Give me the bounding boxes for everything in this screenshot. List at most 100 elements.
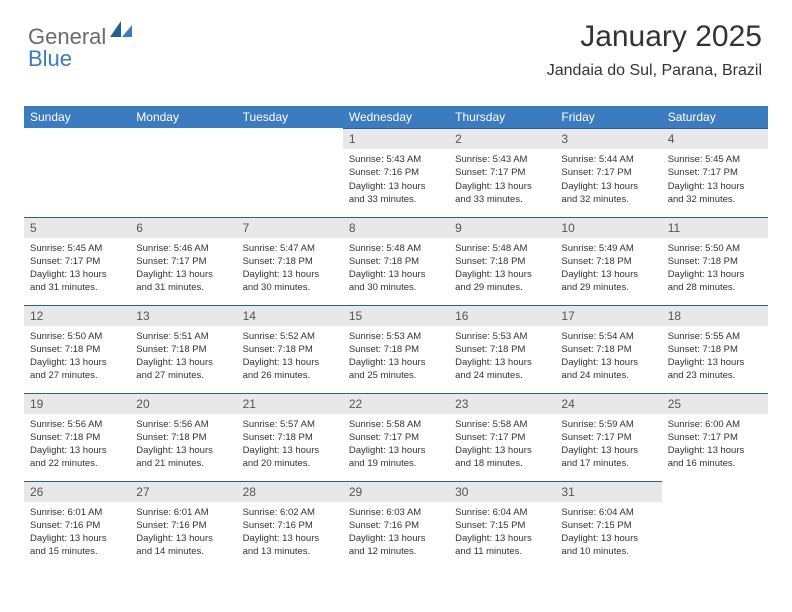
calendar-row: 1Sunrise: 5:43 AMSunset: 7:16 PMDaylight… — [24, 128, 768, 216]
calendar-cell: 8Sunrise: 5:48 AMSunset: 7:18 PMDaylight… — [343, 216, 449, 304]
sunset-text: Sunset: 7:18 PM — [561, 255, 655, 268]
daylight-text: Daylight: 13 hours and 14 minutes. — [136, 532, 230, 559]
daylight-text: Daylight: 13 hours and 17 minutes. — [561, 444, 655, 471]
daylight-text: Daylight: 13 hours and 33 minutes. — [455, 180, 549, 207]
calendar-cell: 3Sunrise: 5:44 AMSunset: 7:17 PMDaylight… — [555, 128, 661, 216]
daylight-text: Daylight: 13 hours and 30 minutes. — [243, 268, 337, 295]
calendar-row: 5Sunrise: 5:45 AMSunset: 7:17 PMDaylight… — [24, 216, 768, 304]
sunrise-text: Sunrise: 5:56 AM — [30, 418, 124, 431]
calendar-cell: 4Sunrise: 5:45 AMSunset: 7:17 PMDaylight… — [662, 128, 768, 216]
sunset-text: Sunset: 7:17 PM — [30, 255, 124, 268]
day-number: 3 — [555, 128, 661, 149]
sunset-text: Sunset: 7:16 PM — [349, 519, 443, 532]
calendar-cell — [662, 480, 768, 568]
day-number: 30 — [449, 481, 555, 502]
day-number: 16 — [449, 305, 555, 326]
daylight-text: Daylight: 13 hours and 33 minutes. — [349, 180, 443, 207]
sunrise-text: Sunrise: 5:54 AM — [561, 330, 655, 343]
calendar-cell: 26Sunrise: 6:01 AMSunset: 7:16 PMDayligh… — [24, 480, 130, 568]
daylight-text: Daylight: 13 hours and 16 minutes. — [668, 444, 762, 471]
day-number: 28 — [237, 481, 343, 502]
sunrise-text: Sunrise: 5:56 AM — [136, 418, 230, 431]
sunrise-text: Sunrise: 5:49 AM — [561, 242, 655, 255]
weekday-header: Monday — [130, 106, 236, 128]
sunrise-text: Sunrise: 5:48 AM — [455, 242, 549, 255]
sunrise-text: Sunrise: 5:53 AM — [455, 330, 549, 343]
calendar-cell: 19Sunrise: 5:56 AMSunset: 7:18 PMDayligh… — [24, 392, 130, 480]
sunrise-text: Sunrise: 5:50 AM — [30, 330, 124, 343]
calendar-cell: 14Sunrise: 5:52 AMSunset: 7:18 PMDayligh… — [237, 304, 343, 392]
calendar-cell: 15Sunrise: 5:53 AMSunset: 7:18 PMDayligh… — [343, 304, 449, 392]
sunrise-text: Sunrise: 5:43 AM — [349, 153, 443, 166]
daylight-text: Daylight: 13 hours and 18 minutes. — [455, 444, 549, 471]
day-details: Sunrise: 5:56 AMSunset: 7:18 PMDaylight:… — [24, 414, 130, 477]
daylight-text: Daylight: 13 hours and 27 minutes. — [136, 356, 230, 383]
day-number: 15 — [343, 305, 449, 326]
daylight-text: Daylight: 13 hours and 21 minutes. — [136, 444, 230, 471]
calendar-cell: 31Sunrise: 6:04 AMSunset: 7:15 PMDayligh… — [555, 480, 661, 568]
sunset-text: Sunset: 7:18 PM — [561, 343, 655, 356]
day-number: 29 — [343, 481, 449, 502]
day-details: Sunrise: 5:56 AMSunset: 7:18 PMDaylight:… — [130, 414, 236, 477]
day-details: Sunrise: 6:01 AMSunset: 7:16 PMDaylight:… — [130, 502, 236, 565]
sunrise-text: Sunrise: 6:04 AM — [455, 506, 549, 519]
calendar-cell: 10Sunrise: 5:49 AMSunset: 7:18 PMDayligh… — [555, 216, 661, 304]
calendar-row: 26Sunrise: 6:01 AMSunset: 7:16 PMDayligh… — [24, 480, 768, 568]
day-details: Sunrise: 5:54 AMSunset: 7:18 PMDaylight:… — [555, 326, 661, 389]
daylight-text: Daylight: 13 hours and 10 minutes. — [561, 532, 655, 559]
day-number: 6 — [130, 217, 236, 238]
calendar-cell: 30Sunrise: 6:04 AMSunset: 7:15 PMDayligh… — [449, 480, 555, 568]
calendar-cell — [24, 128, 130, 216]
daylight-text: Daylight: 13 hours and 32 minutes. — [668, 180, 762, 207]
daylight-text: Daylight: 13 hours and 31 minutes. — [30, 268, 124, 295]
calendar-cell: 2Sunrise: 5:43 AMSunset: 7:17 PMDaylight… — [449, 128, 555, 216]
calendar-body: 1Sunrise: 5:43 AMSunset: 7:16 PMDaylight… — [24, 128, 768, 568]
sunrise-text: Sunrise: 5:48 AM — [349, 242, 443, 255]
sunrise-text: Sunrise: 5:57 AM — [243, 418, 337, 431]
calendar-row: 12Sunrise: 5:50 AMSunset: 7:18 PMDayligh… — [24, 304, 768, 392]
sunset-text: Sunset: 7:18 PM — [243, 343, 337, 356]
day-number: 17 — [555, 305, 661, 326]
sunset-text: Sunset: 7:17 PM — [136, 255, 230, 268]
sunrise-text: Sunrise: 5:58 AM — [455, 418, 549, 431]
weekday-header: Tuesday — [237, 106, 343, 128]
sunset-text: Sunset: 7:16 PM — [349, 166, 443, 179]
day-details: Sunrise: 5:46 AMSunset: 7:17 PMDaylight:… — [130, 238, 236, 301]
calendar-cell: 24Sunrise: 5:59 AMSunset: 7:17 PMDayligh… — [555, 392, 661, 480]
calendar-cell: 28Sunrise: 6:02 AMSunset: 7:16 PMDayligh… — [237, 480, 343, 568]
day-number: 7 — [237, 217, 343, 238]
brand-sail-icon — [108, 19, 134, 44]
daylight-text: Daylight: 13 hours and 29 minutes. — [561, 268, 655, 295]
day-details: Sunrise: 5:52 AMSunset: 7:18 PMDaylight:… — [237, 326, 343, 389]
day-details: Sunrise: 6:00 AMSunset: 7:17 PMDaylight:… — [662, 414, 768, 477]
calendar-cell: 18Sunrise: 5:55 AMSunset: 7:18 PMDayligh… — [662, 304, 768, 392]
daylight-text: Daylight: 13 hours and 15 minutes. — [30, 532, 124, 559]
day-number: 25 — [662, 393, 768, 414]
day-number: 2 — [449, 128, 555, 149]
day-number: 4 — [662, 128, 768, 149]
sunset-text: Sunset: 7:18 PM — [455, 255, 549, 268]
sunset-text: Sunset: 7:18 PM — [349, 255, 443, 268]
brand-text-part2: Blue — [28, 46, 72, 71]
sunrise-text: Sunrise: 5:55 AM — [668, 330, 762, 343]
daylight-text: Daylight: 13 hours and 12 minutes. — [349, 532, 443, 559]
month-title: January 2025 — [547, 22, 762, 52]
calendar-cell: 17Sunrise: 5:54 AMSunset: 7:18 PMDayligh… — [555, 304, 661, 392]
daylight-text: Daylight: 13 hours and 28 minutes. — [668, 268, 762, 295]
day-details: Sunrise: 5:57 AMSunset: 7:18 PMDaylight:… — [237, 414, 343, 477]
sunrise-text: Sunrise: 5:45 AM — [668, 153, 762, 166]
day-number: 5 — [24, 217, 130, 238]
weekday-header: Saturday — [662, 106, 768, 128]
sunset-text: Sunset: 7:17 PM — [561, 431, 655, 444]
calendar-cell: 7Sunrise: 5:47 AMSunset: 7:18 PMDaylight… — [237, 216, 343, 304]
sunrise-text: Sunrise: 5:47 AM — [243, 242, 337, 255]
calendar-row: 19Sunrise: 5:56 AMSunset: 7:18 PMDayligh… — [24, 392, 768, 480]
sunrise-text: Sunrise: 5:58 AM — [349, 418, 443, 431]
day-details: Sunrise: 5:58 AMSunset: 7:17 PMDaylight:… — [343, 414, 449, 477]
day-details: Sunrise: 5:43 AMSunset: 7:16 PMDaylight:… — [343, 149, 449, 212]
sunrise-text: Sunrise: 5:59 AM — [561, 418, 655, 431]
day-details: Sunrise: 5:53 AMSunset: 7:18 PMDaylight:… — [343, 326, 449, 389]
daylight-text: Daylight: 13 hours and 24 minutes. — [561, 356, 655, 383]
daylight-text: Daylight: 13 hours and 20 minutes. — [243, 444, 337, 471]
calendar-cell: 21Sunrise: 5:57 AMSunset: 7:18 PMDayligh… — [237, 392, 343, 480]
